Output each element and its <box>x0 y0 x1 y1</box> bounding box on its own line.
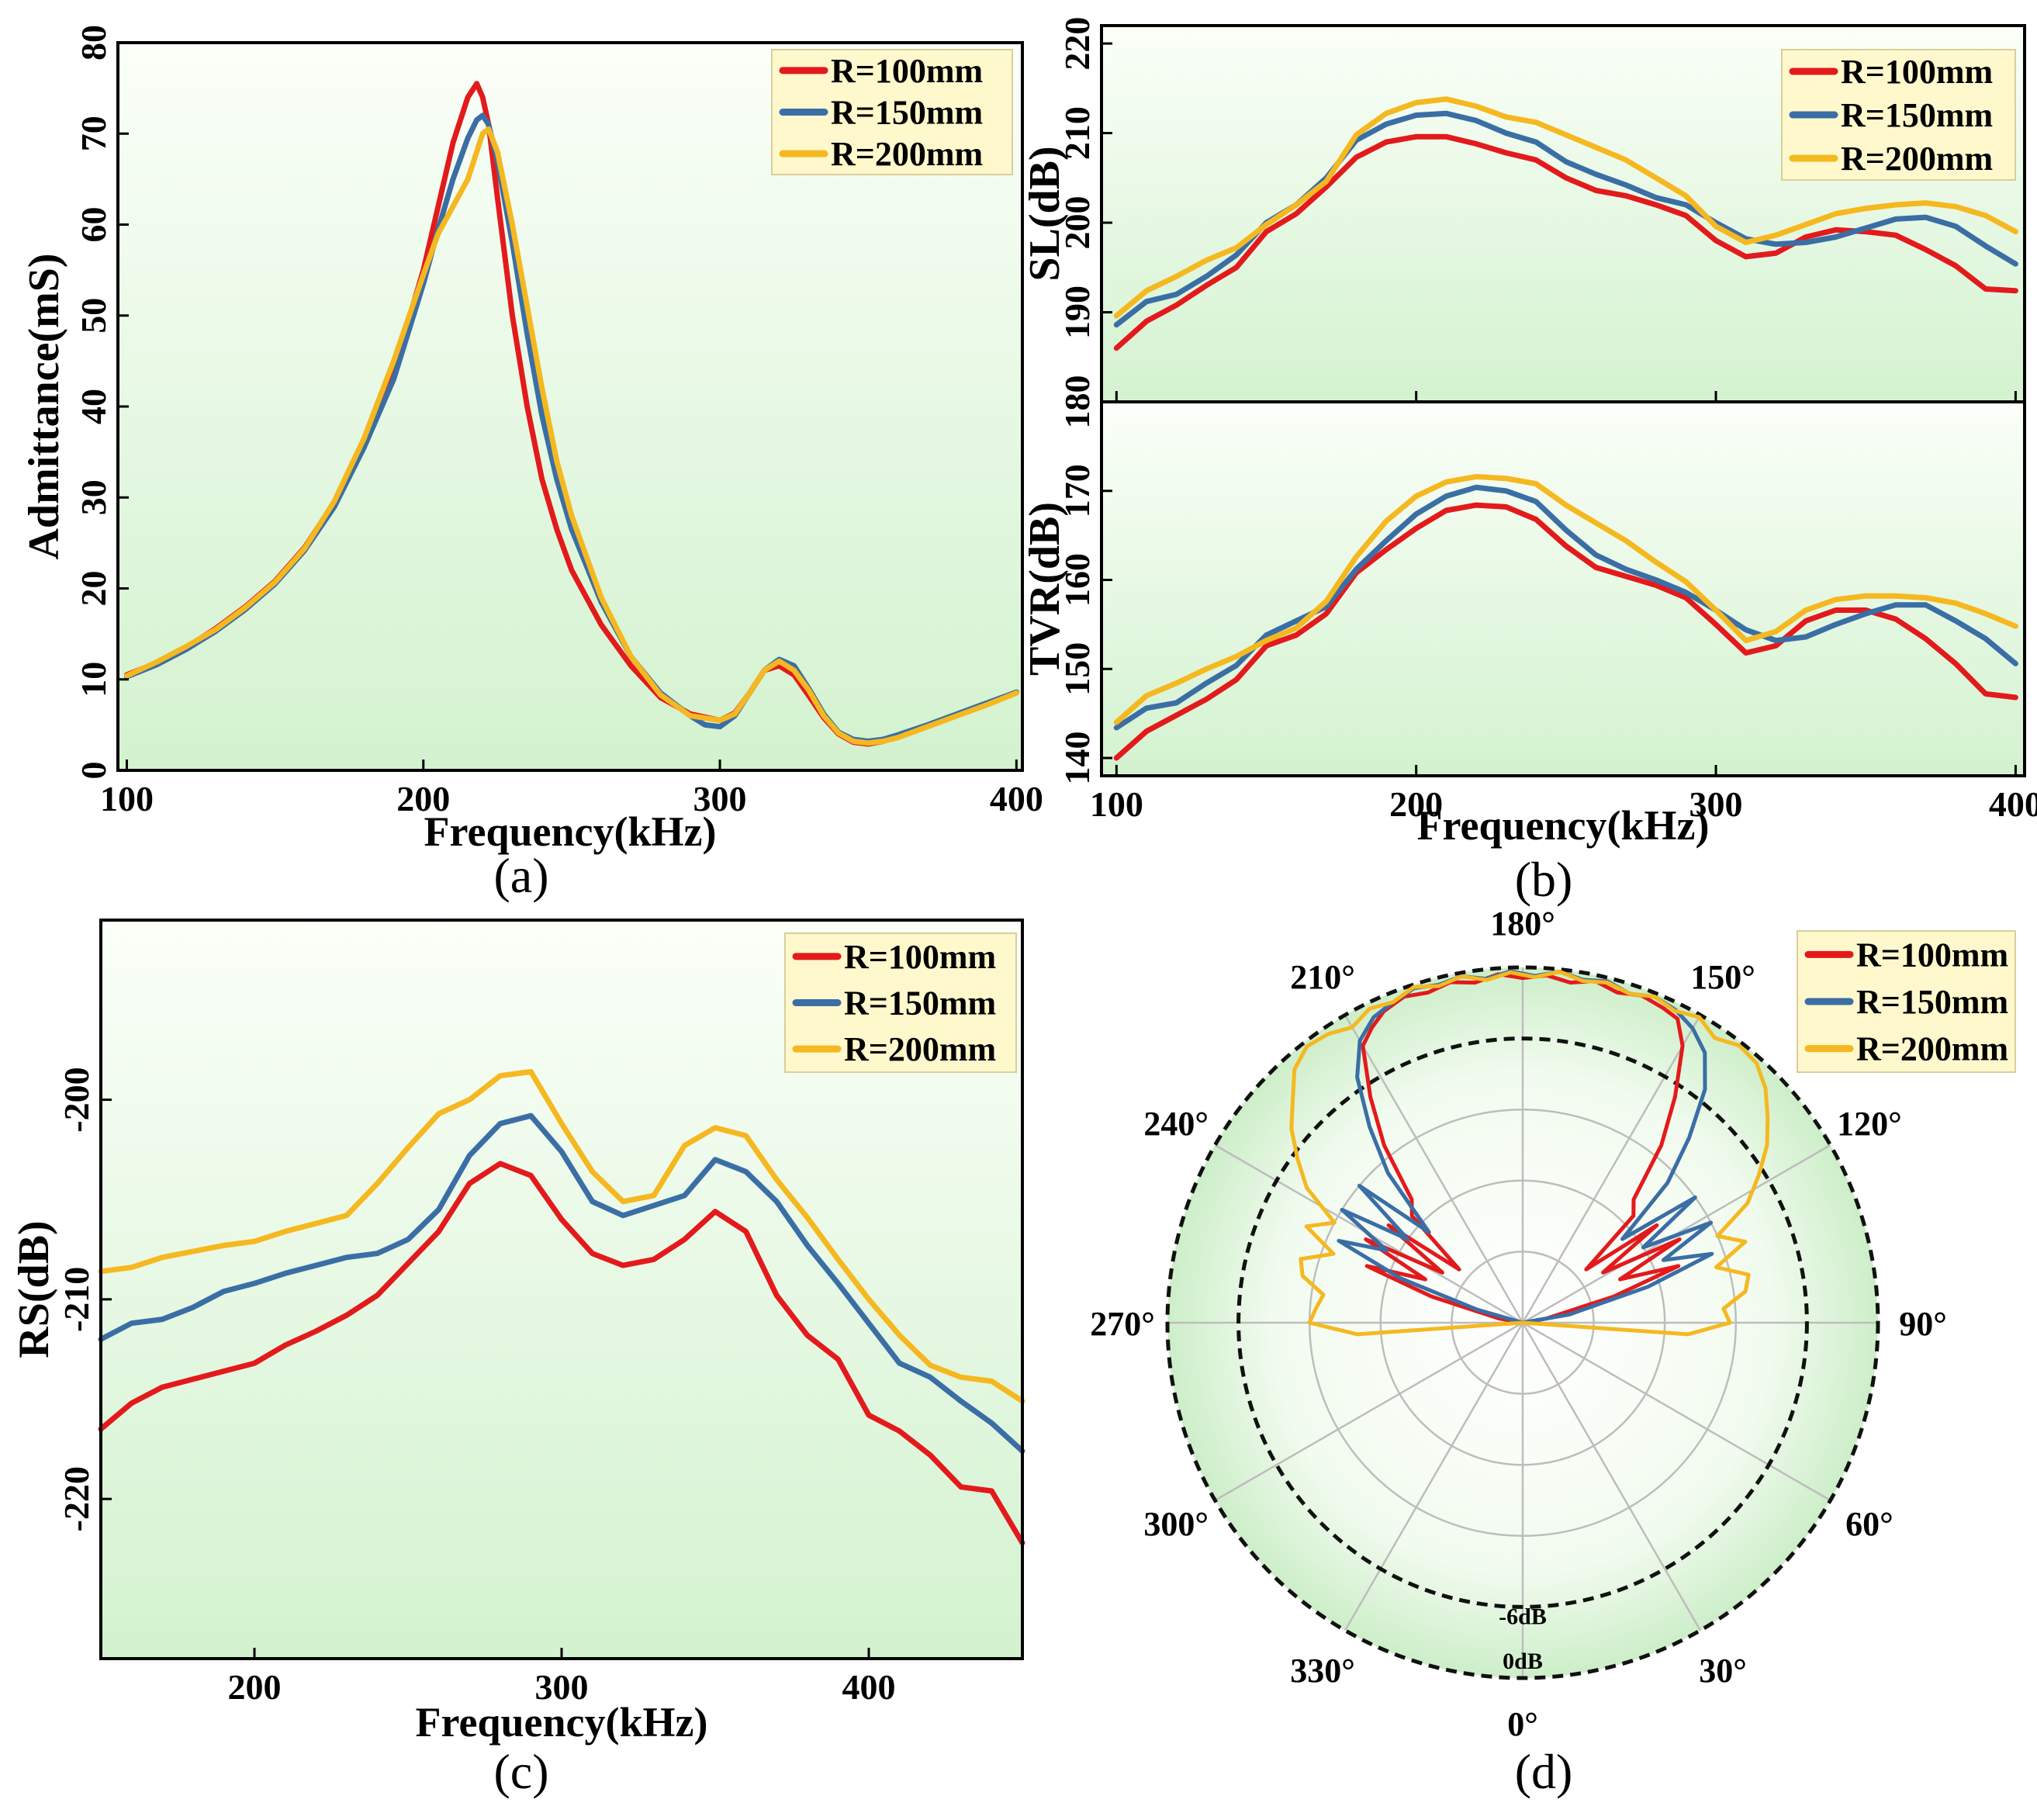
panel-d-angle-label: 90° <box>1899 1305 1947 1343</box>
panel-c-xtick-label: 400 <box>842 1667 896 1707</box>
panel-d-angle-label: 180° <box>1490 905 1555 943</box>
panel-d-angle-label: 0° <box>1507 1705 1538 1743</box>
panel-c-xlabel: Frequency(kHz) <box>416 1699 708 1746</box>
panel-c-ytick-label: -200 <box>57 1067 96 1132</box>
panel-d-angle-label: 330° <box>1290 1652 1355 1690</box>
panel-b-bottom-series-r150mm <box>1113 484 2018 731</box>
panel-a-xtick-label: 300 <box>693 779 747 818</box>
panel-b-top-ytick-label: 200 <box>1057 196 1097 250</box>
panel-d-ring-0db <box>1165 965 1880 1680</box>
panel-a-xtick-label: 400 <box>990 779 1043 818</box>
panel-b-top-series-r200mm <box>1113 96 2018 319</box>
panel-b-bottom-axes-frame <box>1100 400 2026 777</box>
panel-b-bottom-plot-background <box>1102 402 2025 776</box>
panel-c-ylabel: RS(dB) <box>10 1220 58 1358</box>
panel-d-grid-spoke <box>1214 1321 1523 1502</box>
panel-b-sl-tvr-chart: 190 200 210 220 SL(dB) 140 150 160 170 180 100 200 3… <box>1021 17 2037 907</box>
panel-a-ytick-label: 50 <box>74 298 113 334</box>
panel-a-xlabel: Frequency(kHz) <box>424 808 717 855</box>
panel-b-top-ytick-label: 190 <box>1057 285 1097 339</box>
panel-a-xtick-label: 200 <box>396 779 450 818</box>
panel-d-grid-spoke <box>1521 1014 1702 1323</box>
panel-d-angle-label: 60° <box>1845 1505 1893 1543</box>
panel-c-ytick-label: -220 <box>57 1466 96 1531</box>
panel-c-series-r200mm <box>98 1069 1025 1404</box>
panel-b-bottom-xtick-label: 400 <box>1989 784 2037 824</box>
panel-a-xtick-label: 100 <box>100 779 154 818</box>
panel-b-bottom-ytick-label: 140 <box>1057 732 1097 785</box>
panel-d-series-r100mm <box>1361 972 1685 1325</box>
panel-b-bottom-xtick-label: 100 <box>1090 784 1143 824</box>
panel-a-admittance-chart: 0 10 20 30 40 50 60 70 80 100 200 300 400 Frequency(k… <box>20 25 1043 903</box>
panel-d-angle-label: 30° <box>1699 1652 1747 1690</box>
panel-d-angle-label: 120° <box>1837 1105 1902 1143</box>
panel-d-legend-label-0: R=100mm <box>1856 936 2008 974</box>
panel-b-top-series-r100mm <box>1113 133 2018 351</box>
panel-c-rs-chart: -200 -210 -220 200 300 400 Frequency(kHz) RS(dB… <box>10 919 1025 1799</box>
panel-c-legend-label-2: R=200mm <box>844 1030 996 1068</box>
panel-a-series-r200mm <box>124 126 1019 746</box>
panel-b-bottom-ytick-label: 160 <box>1057 553 1097 607</box>
panel-d-grid-spoke <box>1344 1322 1524 1631</box>
panel-a-ytick-label: 10 <box>74 662 113 697</box>
panel-d-angle-label: 210° <box>1290 958 1355 996</box>
panel-c-caption: (c) <box>493 1744 548 1799</box>
panel-d-legend-label-1: R=150mm <box>1856 983 2008 1021</box>
panel-a-ytick-label: 0 <box>74 762 113 780</box>
panel-d-angle-label: 150° <box>1690 958 1755 996</box>
panel-b-top-ylabel: SL(dB) <box>1021 146 1069 281</box>
panel-d-grid-spoke <box>1521 1322 1702 1631</box>
panel-c-ytick-label: -210 <box>57 1267 96 1332</box>
panel-d-polar-chart: -6dB 0dB 0° 30° 60° 90° 120° 150° 180° 210° 240° 27… <box>1090 905 2016 1799</box>
panel-a-caption: (a) <box>493 848 548 903</box>
panel-b-bottom-ylabel: TVR(dB) <box>1021 502 1069 676</box>
panel-c-xtick-label: 300 <box>535 1667 589 1707</box>
panel-a-ytick-label: 40 <box>74 389 113 424</box>
panel-b-bottom-ytick-label: 180 <box>1057 375 1097 429</box>
panel-a-legend-label-0: R=100mm <box>831 52 983 90</box>
panel-b-top-ytick-label: 210 <box>1057 106 1097 160</box>
panel-a-ytick-label: 20 <box>74 571 113 607</box>
panel-d-ring-label-0db: 0dB <box>1503 1649 1543 1674</box>
panel-d-caption: (d) <box>1515 1744 1573 1799</box>
panel-d-series-r200mm <box>1289 970 1770 1337</box>
panel-b-legend-label-2: R=200mm <box>1841 140 1993 178</box>
panel-a-ytick-label: 30 <box>74 479 113 515</box>
panel-d-ring-label-minus6db: -6dB <box>1499 1604 1547 1629</box>
panel-d-angle-label: 270° <box>1090 1305 1155 1343</box>
panel-c-series-r100mm <box>98 1161 1025 1546</box>
panel-b-legend-label-1: R=150mm <box>1841 96 1993 134</box>
panel-b-bottom-xlabel: Frequency(kHz) <box>1417 802 1710 849</box>
panel-d-angle-label: 240° <box>1143 1105 1209 1143</box>
panel-b-top-ytick-label: 220 <box>1057 17 1097 71</box>
panel-a-ytick-label: 80 <box>74 25 113 61</box>
panel-b-legend-label-0: R=100mm <box>1841 53 1993 91</box>
panel-b-caption: (b) <box>1515 852 1573 907</box>
panel-a-ytick-label: 60 <box>74 207 113 243</box>
panel-c-xtick-label: 200 <box>228 1667 282 1707</box>
panel-b-bottom-ytick-label: 150 <box>1057 642 1097 696</box>
panel-c-series-r150mm <box>98 1112 1025 1454</box>
panel-a-legend-label-2: R=200mm <box>831 135 983 173</box>
panel-d-angle-label: 300° <box>1143 1505 1209 1543</box>
panel-a-ytick-label: 70 <box>74 116 113 151</box>
panel-c-legend-label-1: R=150mm <box>844 984 996 1022</box>
panel-c-legend-label-0: R=100mm <box>844 938 996 976</box>
panel-b-bottom-ytick-label: 170 <box>1057 464 1097 517</box>
panel-d-ring-minus6db <box>1236 1036 1809 1609</box>
panel-d-grid-spoke <box>1522 1321 1831 1502</box>
panel-d-grid-spoke <box>1344 1014 1524 1323</box>
panel-b-bottom-xtick-label: 300 <box>1689 784 1743 824</box>
panel-a-ylabel: Admittance(mS) <box>20 253 68 559</box>
panel-d-legend-label-2: R=200mm <box>1856 1030 2008 1068</box>
panel-a-legend-label-1: R=150mm <box>831 94 983 132</box>
panel-b-bottom-series-r100mm <box>1113 502 2018 761</box>
panel-b-bottom-series-r200mm <box>1113 473 2018 725</box>
panel-b-bottom-xtick-label: 200 <box>1389 784 1443 824</box>
